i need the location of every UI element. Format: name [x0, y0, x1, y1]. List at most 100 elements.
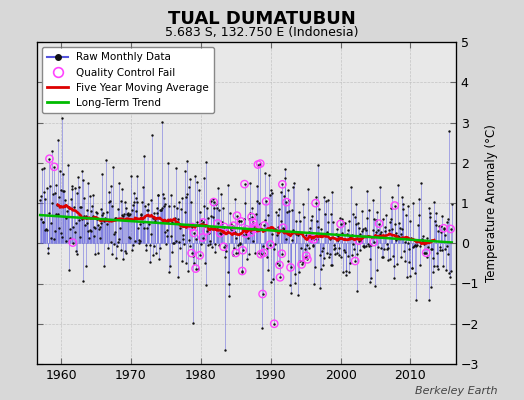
Point	[400, 258, 409, 264]
Point	[138, 218, 147, 225]
Point	[286, 282, 294, 288]
Text: TUAL DUMATUBUN: TUAL DUMATUBUN	[168, 10, 356, 28]
Point	[307, 216, 315, 223]
Point	[252, 226, 260, 232]
Point	[408, 265, 416, 272]
Point	[259, 242, 267, 249]
Point	[245, 251, 254, 257]
Point	[114, 239, 123, 246]
Point	[303, 256, 312, 262]
Point	[283, 209, 291, 215]
Point	[326, 262, 335, 268]
Point	[246, 210, 254, 216]
Point	[249, 226, 258, 232]
Point	[386, 256, 394, 262]
Point	[227, 226, 235, 232]
Point	[60, 197, 69, 203]
Point	[216, 230, 225, 237]
Point	[183, 190, 192, 197]
Point	[223, 269, 232, 276]
Point	[203, 205, 212, 212]
Point	[97, 170, 106, 177]
Point	[195, 252, 204, 258]
Point	[253, 197, 261, 204]
Point	[357, 207, 366, 214]
Point	[422, 253, 431, 260]
Point	[322, 229, 331, 236]
Point	[163, 218, 172, 225]
Point	[446, 274, 454, 280]
Point	[66, 226, 74, 232]
Point	[105, 198, 114, 205]
Point	[60, 188, 68, 194]
Point	[189, 320, 197, 326]
Point	[447, 200, 456, 207]
Point	[179, 232, 187, 238]
Point	[294, 232, 302, 238]
Point	[278, 250, 286, 257]
Point	[426, 210, 434, 217]
Point	[80, 195, 88, 201]
Point	[217, 219, 226, 226]
Point	[158, 205, 167, 212]
Point	[382, 212, 390, 218]
Point	[328, 189, 336, 196]
Point	[181, 260, 190, 266]
Point	[133, 198, 141, 205]
Point	[407, 235, 415, 241]
Point	[445, 270, 454, 277]
Point	[298, 231, 307, 238]
Point	[111, 214, 119, 221]
Point	[191, 265, 200, 272]
Point	[244, 234, 252, 241]
Point	[233, 212, 241, 219]
Point	[384, 257, 392, 263]
Point	[271, 241, 280, 248]
Point	[230, 222, 238, 229]
Point	[115, 236, 124, 242]
Point	[433, 250, 441, 256]
Point	[104, 217, 112, 224]
Point	[74, 174, 82, 180]
Point	[139, 184, 147, 190]
Point	[138, 199, 146, 205]
Point	[112, 254, 120, 261]
Point	[376, 230, 385, 237]
Point	[210, 199, 218, 205]
Point	[194, 187, 203, 194]
Point	[230, 222, 238, 229]
Point	[301, 232, 310, 238]
Point	[356, 246, 364, 253]
Point	[184, 268, 192, 274]
Point	[378, 254, 386, 260]
Point	[380, 245, 388, 252]
Point	[106, 198, 114, 204]
Point	[278, 181, 287, 188]
Point	[143, 225, 151, 231]
Point	[232, 250, 240, 256]
Point	[338, 215, 346, 222]
Point	[209, 196, 217, 202]
Point	[315, 284, 324, 291]
Point	[227, 226, 236, 232]
Point	[446, 226, 455, 232]
Point	[434, 266, 443, 272]
Point	[88, 203, 96, 209]
Point	[62, 238, 70, 244]
Point	[400, 247, 408, 254]
Point	[162, 226, 171, 233]
Point	[107, 250, 116, 257]
Point	[340, 247, 348, 253]
Point	[254, 161, 262, 168]
Point	[254, 250, 263, 256]
Point	[70, 185, 79, 191]
Point	[101, 217, 109, 223]
Point	[66, 234, 74, 241]
Point	[317, 226, 325, 232]
Point	[403, 274, 411, 280]
Point	[441, 246, 449, 252]
Point	[312, 236, 321, 242]
Point	[181, 209, 189, 216]
Point	[331, 244, 339, 251]
Point	[275, 206, 283, 213]
